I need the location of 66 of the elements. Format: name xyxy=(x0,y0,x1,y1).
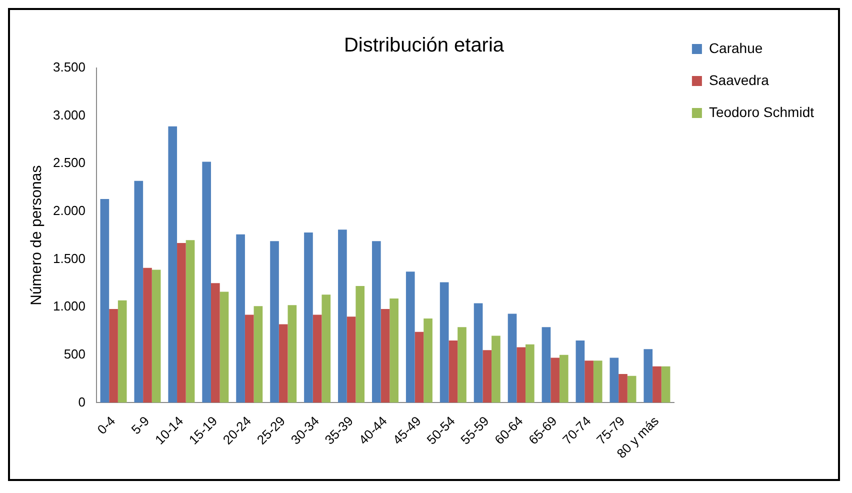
bar xyxy=(458,327,466,403)
bar xyxy=(661,366,670,403)
x-tick-label: 5-9 xyxy=(128,413,152,438)
y-tick-label: 3.500 xyxy=(52,60,86,75)
bar xyxy=(482,350,492,403)
bar xyxy=(270,241,279,403)
bar xyxy=(448,340,458,403)
bar xyxy=(134,180,144,403)
bar xyxy=(143,268,152,403)
bar xyxy=(278,324,288,403)
y-tick-label: 1.000 xyxy=(52,298,86,314)
bar xyxy=(627,376,636,403)
bar xyxy=(550,358,560,403)
y-axis-title: Número de personas xyxy=(28,165,46,306)
bar xyxy=(526,344,534,403)
bar xyxy=(610,358,619,403)
bar xyxy=(474,303,483,403)
bar xyxy=(346,316,356,403)
bar xyxy=(202,162,211,403)
bar xyxy=(644,349,653,403)
bar xyxy=(177,242,186,403)
y-tick-label: 1.500 xyxy=(52,250,86,266)
y-tick-label: 500 xyxy=(64,346,86,362)
bar xyxy=(244,314,254,403)
bar xyxy=(372,241,381,403)
bar xyxy=(100,199,110,403)
legend-label: Teodoro Schmidt xyxy=(708,104,814,120)
bar xyxy=(542,327,551,403)
bar xyxy=(322,294,331,403)
bar xyxy=(304,232,313,403)
bar xyxy=(576,340,585,403)
bar xyxy=(220,292,229,403)
y-tick-label: 2.000 xyxy=(52,203,86,218)
bar xyxy=(109,308,118,403)
bar xyxy=(618,374,628,403)
bar xyxy=(288,305,297,403)
bar xyxy=(516,347,526,403)
bar xyxy=(312,314,322,403)
legend-label: Carahue xyxy=(708,40,763,56)
bar xyxy=(380,308,390,403)
x-tick-label: 0-4 xyxy=(94,413,118,438)
chart-title: Distribución etaria xyxy=(344,34,505,57)
bar xyxy=(356,286,365,403)
bar xyxy=(593,360,602,403)
bar xyxy=(440,282,449,403)
bar xyxy=(559,354,568,403)
y-tick-label: 3.000 xyxy=(52,107,86,122)
bar xyxy=(186,240,195,403)
legend-label: Saavedra xyxy=(708,72,770,88)
bar xyxy=(508,314,517,403)
bar xyxy=(168,126,178,403)
y-tick-label: 0 xyxy=(78,394,86,410)
bar xyxy=(406,272,415,403)
bar xyxy=(254,306,263,403)
bar xyxy=(652,366,662,403)
bar xyxy=(118,300,127,403)
y-tick-label: 2.500 xyxy=(52,155,86,170)
bar xyxy=(492,336,500,403)
bar xyxy=(584,360,594,403)
bar xyxy=(338,230,347,403)
bar xyxy=(414,332,424,403)
bar xyxy=(390,298,398,403)
bar xyxy=(236,234,245,403)
bar xyxy=(152,270,161,403)
bar xyxy=(210,283,220,403)
bar xyxy=(424,318,432,403)
